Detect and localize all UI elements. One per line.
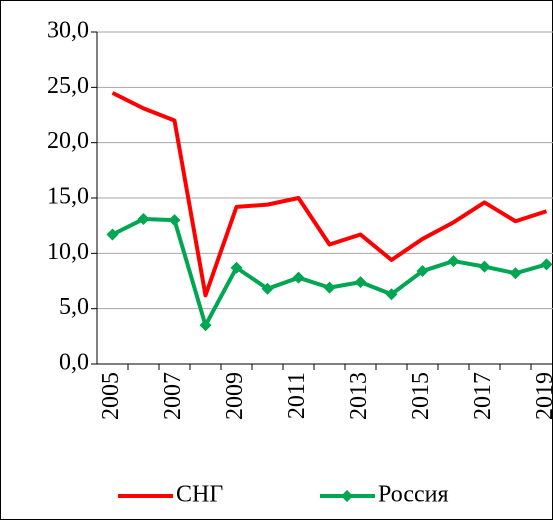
x-tick-label: 2017 xyxy=(470,372,496,420)
x-tick-label: 2009 xyxy=(222,372,248,420)
point xyxy=(416,265,429,278)
series-line xyxy=(111,91,548,298)
x-tick-label: 2015 xyxy=(408,372,434,420)
x-tick-label: 2019 xyxy=(532,372,553,420)
legend-label: Россия xyxy=(378,482,449,508)
point xyxy=(230,261,243,274)
y-tick-label: 5,0 xyxy=(59,294,89,320)
x-tick-label: 2005 xyxy=(98,372,124,420)
y-tick-label: 0,0 xyxy=(59,350,89,376)
y-tick-label: 20,0 xyxy=(47,128,89,154)
x-tick-label: 2011 xyxy=(284,372,310,419)
x-tick-label: 2007 xyxy=(160,372,186,420)
legend-label: СНГ xyxy=(176,482,223,508)
point xyxy=(385,288,398,301)
point xyxy=(261,282,274,295)
point xyxy=(354,276,367,289)
point xyxy=(292,271,305,284)
point xyxy=(323,281,336,294)
point xyxy=(509,267,522,280)
point xyxy=(199,319,212,332)
point xyxy=(106,228,119,241)
y-tick-label: 10,0 xyxy=(47,239,89,265)
point xyxy=(168,214,181,227)
point xyxy=(540,258,553,271)
point xyxy=(447,255,460,268)
legend-marker xyxy=(341,490,353,502)
y-tick-label: 15,0 xyxy=(47,184,89,210)
point xyxy=(137,213,150,226)
x-tick-label: 2013 xyxy=(346,372,372,420)
y-tick-label: 30,0 xyxy=(47,18,89,44)
y-tick-label: 25,0 xyxy=(47,73,89,99)
point xyxy=(478,260,491,273)
